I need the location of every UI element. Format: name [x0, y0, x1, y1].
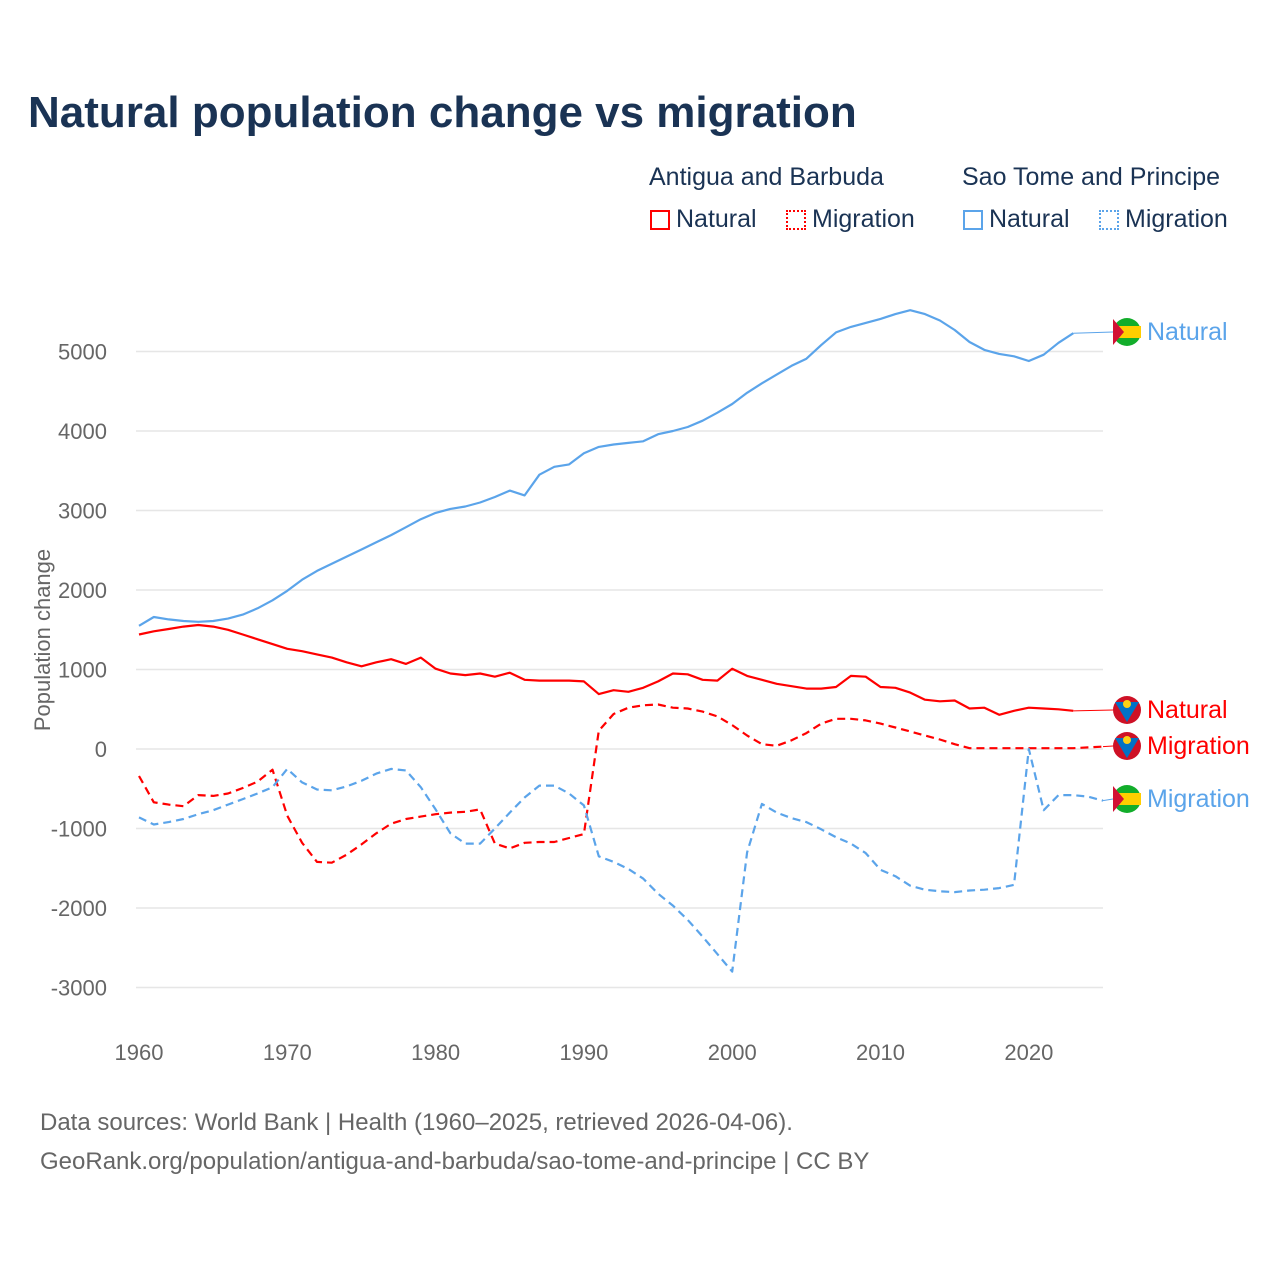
legend-swatch-dotted — [1099, 209, 1119, 230]
flag-triangle — [1113, 786, 1124, 812]
legend-swatch-solid — [963, 209, 983, 230]
legend-group-antigua: Antigua and Barbuda — [649, 163, 884, 191]
y-tick-label: -3000 — [51, 976, 107, 1001]
y-tick-label: 0 — [95, 737, 107, 762]
x-tick-label: 1970 — [263, 1040, 312, 1065]
series-line-antigua-and-barbuda-natural — [138, 623, 1074, 716]
chart-title: Natural population change vs migration — [28, 88, 857, 137]
series-line-sao-tome-and-principe-migration — [138, 747, 1104, 973]
legend-item-sao-tome-natural[interactable]: Natural — [963, 205, 1070, 234]
y-tick-label: 4000 — [58, 419, 107, 444]
y-tick-label: 1000 — [58, 658, 107, 683]
x-tick-label: 2000 — [708, 1040, 757, 1065]
x-tick-label: 2020 — [1004, 1040, 1053, 1065]
y-tick-label: -2000 — [51, 896, 107, 921]
series-line-antigua-and-barbuda-migration — [138, 703, 1104, 864]
legend-swatch-solid — [650, 209, 670, 230]
y-tick-label: 2000 — [58, 578, 107, 603]
label-connector — [1073, 331, 1114, 334]
x-tick-label: 1990 — [559, 1040, 608, 1065]
series-end-label: Migration — [1147, 785, 1250, 813]
legend-item-sao-tome-migration[interactable]: Migration — [1099, 205, 1228, 234]
series-line-sao-tome-and-principe-natural — [138, 309, 1074, 627]
legend-group-sao-tome: Sao Tome and Principe — [962, 163, 1221, 191]
legend-swatch-dotted — [786, 209, 806, 230]
x-tick-label: 1960 — [115, 1040, 164, 1065]
y-tick-label: 3000 — [58, 499, 107, 524]
label-connector — [1102, 798, 1114, 802]
legend-label: Natural — [676, 205, 757, 233]
footer-sources: Data sources: World Bank | Health (1960–… — [40, 1109, 793, 1136]
legend-label: Natural — [989, 205, 1070, 233]
series-end-label: Natural — [1147, 696, 1228, 724]
legend-label: Migration — [1125, 205, 1228, 233]
x-tick-label: 1980 — [411, 1040, 460, 1065]
series-end-label: Migration — [1147, 732, 1250, 760]
label-connector — [1073, 709, 1114, 712]
y-tick-label: 5000 — [58, 340, 107, 365]
y-tick-label: -1000 — [51, 817, 107, 842]
y-axis-label: Population change — [30, 549, 55, 731]
legend-label: Migration — [812, 205, 915, 233]
flag-detail — [1115, 702, 1139, 722]
flag-sun — [1123, 700, 1131, 708]
flag-triangle — [1113, 319, 1124, 345]
x-tick-label: 2010 — [856, 1040, 905, 1065]
series-end-label: Natural — [1147, 318, 1228, 346]
flag-detail — [1115, 738, 1139, 758]
label-connector — [1102, 745, 1114, 748]
legend-item-antigua-migration[interactable]: Migration — [786, 205, 915, 234]
legend-item-antigua-natural[interactable]: Natural — [650, 205, 757, 234]
footer-url[interactable]: GeoRank.org/population/antigua-and-barbu… — [40, 1148, 870, 1175]
flag-sun — [1123, 736, 1131, 744]
